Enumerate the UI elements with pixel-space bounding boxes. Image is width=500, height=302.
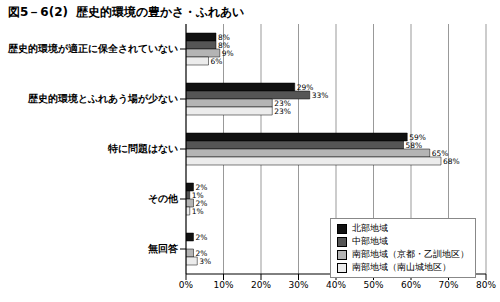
svg-text:1%: 1% <box>192 207 204 216</box>
svg-text:2%: 2% <box>195 199 208 208</box>
svg-text:23%: 23% <box>274 107 291 116</box>
html-text:南部地域（南山城地区）: 南部地域（南山城地区） <box>352 262 451 272</box>
html-text:北部地域: 北部地域 <box>352 223 388 233</box>
svg-text:8%: 8% <box>218 33 230 42</box>
svg-text:80%: 80% <box>476 280 492 290</box>
svg-text:8%: 8% <box>218 41 230 50</box>
svg-text:特に問題はない: 特に問題はない <box>107 143 178 155</box>
svg-text:2%: 2% <box>195 249 208 258</box>
svg-text:6%: 6% <box>211 57 223 66</box>
svg-text:10%: 10% <box>213 280 233 290</box>
svg-text:1%: 1% <box>191 191 204 200</box>
html-text:中部地域: 中部地域 <box>352 236 388 246</box>
svg-text:30%: 30% <box>288 280 308 290</box>
svg-text:歴史的環境が適正に保全されていない: 歴史的環境が適正に保全されていない <box>8 43 178 55</box>
svg-text:33%: 33% <box>312 91 329 100</box>
svg-text:50%: 50% <box>363 280 383 290</box>
svg-text:無回答: 無回答 <box>147 243 178 254</box>
svg-text:20%: 20% <box>251 280 271 290</box>
svg-text:29%: 29% <box>296 83 314 92</box>
svg-text:40%: 40% <box>326 280 346 290</box>
svg-text:0%: 0% <box>179 280 194 290</box>
svg-text:3%: 3% <box>199 257 211 266</box>
svg-text:65%: 65% <box>431 149 449 158</box>
svg-text:歴史的環境とふれあう場が少ない: 歴史的環境とふれあう場が少ない <box>27 93 178 105</box>
svg-text:59%: 59% <box>409 133 426 142</box>
html-text:南部地域（京都・乙訓地区）: 南部地域（京都・乙訓地区） <box>352 249 469 259</box>
svg-text:9%: 9% <box>222 49 234 58</box>
svg-text:58%: 58% <box>406 141 423 150</box>
svg-text:60%: 60% <box>401 280 421 290</box>
svg-text:2%: 2% <box>195 183 208 192</box>
svg-text:68%: 68% <box>443 157 460 166</box>
svg-text:23%: 23% <box>274 99 291 108</box>
html-text:図5－6(2) 歴史的環境の豊かさ・ふれあい: 図5－6(2) 歴史的環境の豊かさ・ふれあい <box>8 5 245 19</box>
svg-text:その他: その他 <box>148 193 179 204</box>
svg-text:70%: 70% <box>438 280 458 290</box>
svg-text:2%: 2% <box>196 233 208 242</box>
